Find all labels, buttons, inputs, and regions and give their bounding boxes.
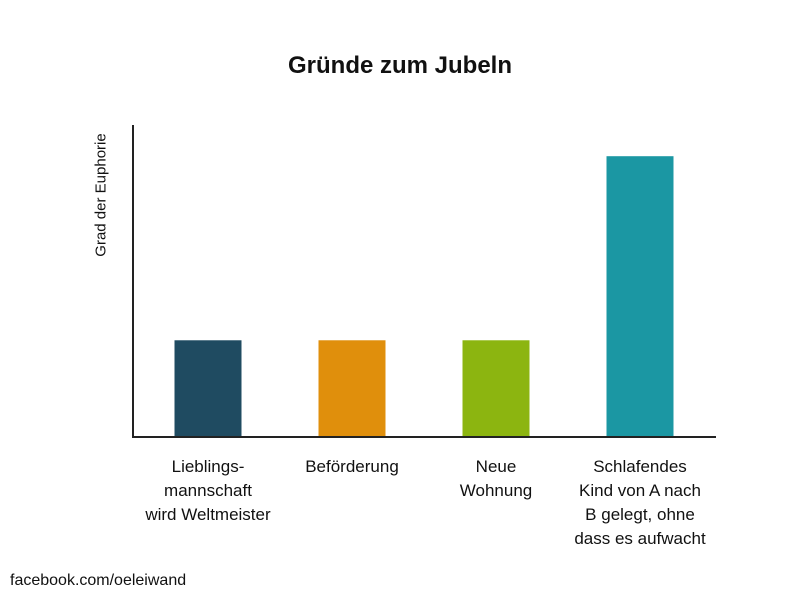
bar-1 [318,340,386,437]
bar-2 [462,340,530,437]
x-tick-label: Beförderung [305,457,399,476]
bar-0 [174,340,242,437]
x-tick-label: Lieblings- mannschaft wird Weltmeister [145,457,271,524]
x-tick-label: Schlafendes Kind von A nach B gelegt, oh… [574,457,706,548]
source-credit: facebook.com/oeleiwand [10,572,187,589]
x-tick-label: Neue Wohnung [459,457,533,500]
chart-title: Gründe zum Jubeln [287,52,512,79]
bar-3 [606,156,674,437]
